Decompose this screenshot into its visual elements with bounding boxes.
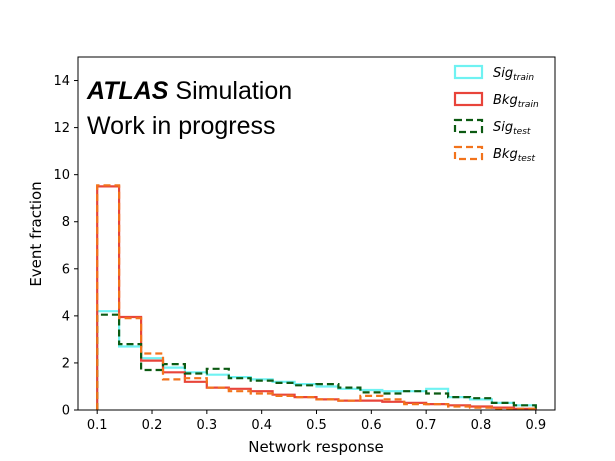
legend-label-base: Bkg: [493, 147, 518, 162]
legend-label-base: Sig: [493, 120, 513, 135]
legend-label-base: Bkg: [493, 93, 518, 108]
x-tick-label: 0.1: [87, 418, 108, 433]
x-tick-label: 0.8: [471, 418, 492, 433]
x-tick-label: 0.7: [416, 418, 437, 433]
legend-label-base: Sig: [493, 66, 513, 81]
legend-label-sig-train: Sigtrain: [493, 66, 534, 83]
y-tick-label: 0: [62, 404, 70, 419]
plot-layer: [96, 184, 537, 410]
plot-frame: [77, 56, 556, 411]
y-tick-label: 10: [53, 168, 70, 183]
legend-swatch-sig-train: [453, 64, 484, 80]
atlas-label: ATLAS Simulation: [86, 77, 292, 105]
legend-label-bkg-test: Bkgtest: [493, 147, 535, 164]
y-tick-label: 4: [62, 309, 70, 324]
legend-label-sig-test: Sigtest: [493, 120, 531, 137]
y-tick-label: 6: [62, 262, 70, 277]
legend-label-subscript: test: [513, 127, 531, 137]
legend-label-subscript: test: [518, 154, 536, 164]
legend-swatch-sig-test: [453, 118, 484, 134]
x-axis-label: Network response: [248, 438, 384, 456]
y-tick-label: 8: [62, 215, 70, 230]
work-in-progress-label: Work in progress: [87, 112, 276, 140]
y-tick-label: 12: [53, 121, 70, 136]
histogram-bkg-train: [96, 185, 537, 410]
x-tick-label: 0.5: [306, 418, 327, 433]
x-tick-label: 0.4: [251, 418, 272, 433]
atlas-label-simulation: Simulation: [168, 77, 292, 105]
legend-label-bkg-train: Bkgtrain: [493, 93, 539, 110]
y-axis-label: Event fraction: [27, 181, 45, 286]
atlas-label-bold: ATLAS: [86, 77, 169, 105]
y-tick-label: 2: [62, 356, 70, 371]
axis-ticks: 0.1 0.2 0.3 0.4 0.5 0.6 0.7 0.8 0.9 0 2 4 6 8 10 12 14: [53, 74, 546, 433]
x-tick-label: 0.9: [525, 418, 546, 433]
x-tick-label: 0.2: [142, 418, 163, 433]
legend-swatch-bkg-test: [453, 145, 484, 161]
x-tick-label: 0.3: [197, 418, 218, 433]
histogram-sig-test: [96, 313, 537, 410]
y-tick-label: 14: [53, 74, 70, 89]
legend-label-subscript: train: [513, 73, 534, 83]
legend-swatch-bkg-train: [453, 91, 484, 107]
x-tick-label: 0.6: [361, 418, 382, 433]
legend-label-subscript: train: [518, 100, 539, 110]
histogram-bkg-test: [96, 184, 537, 410]
